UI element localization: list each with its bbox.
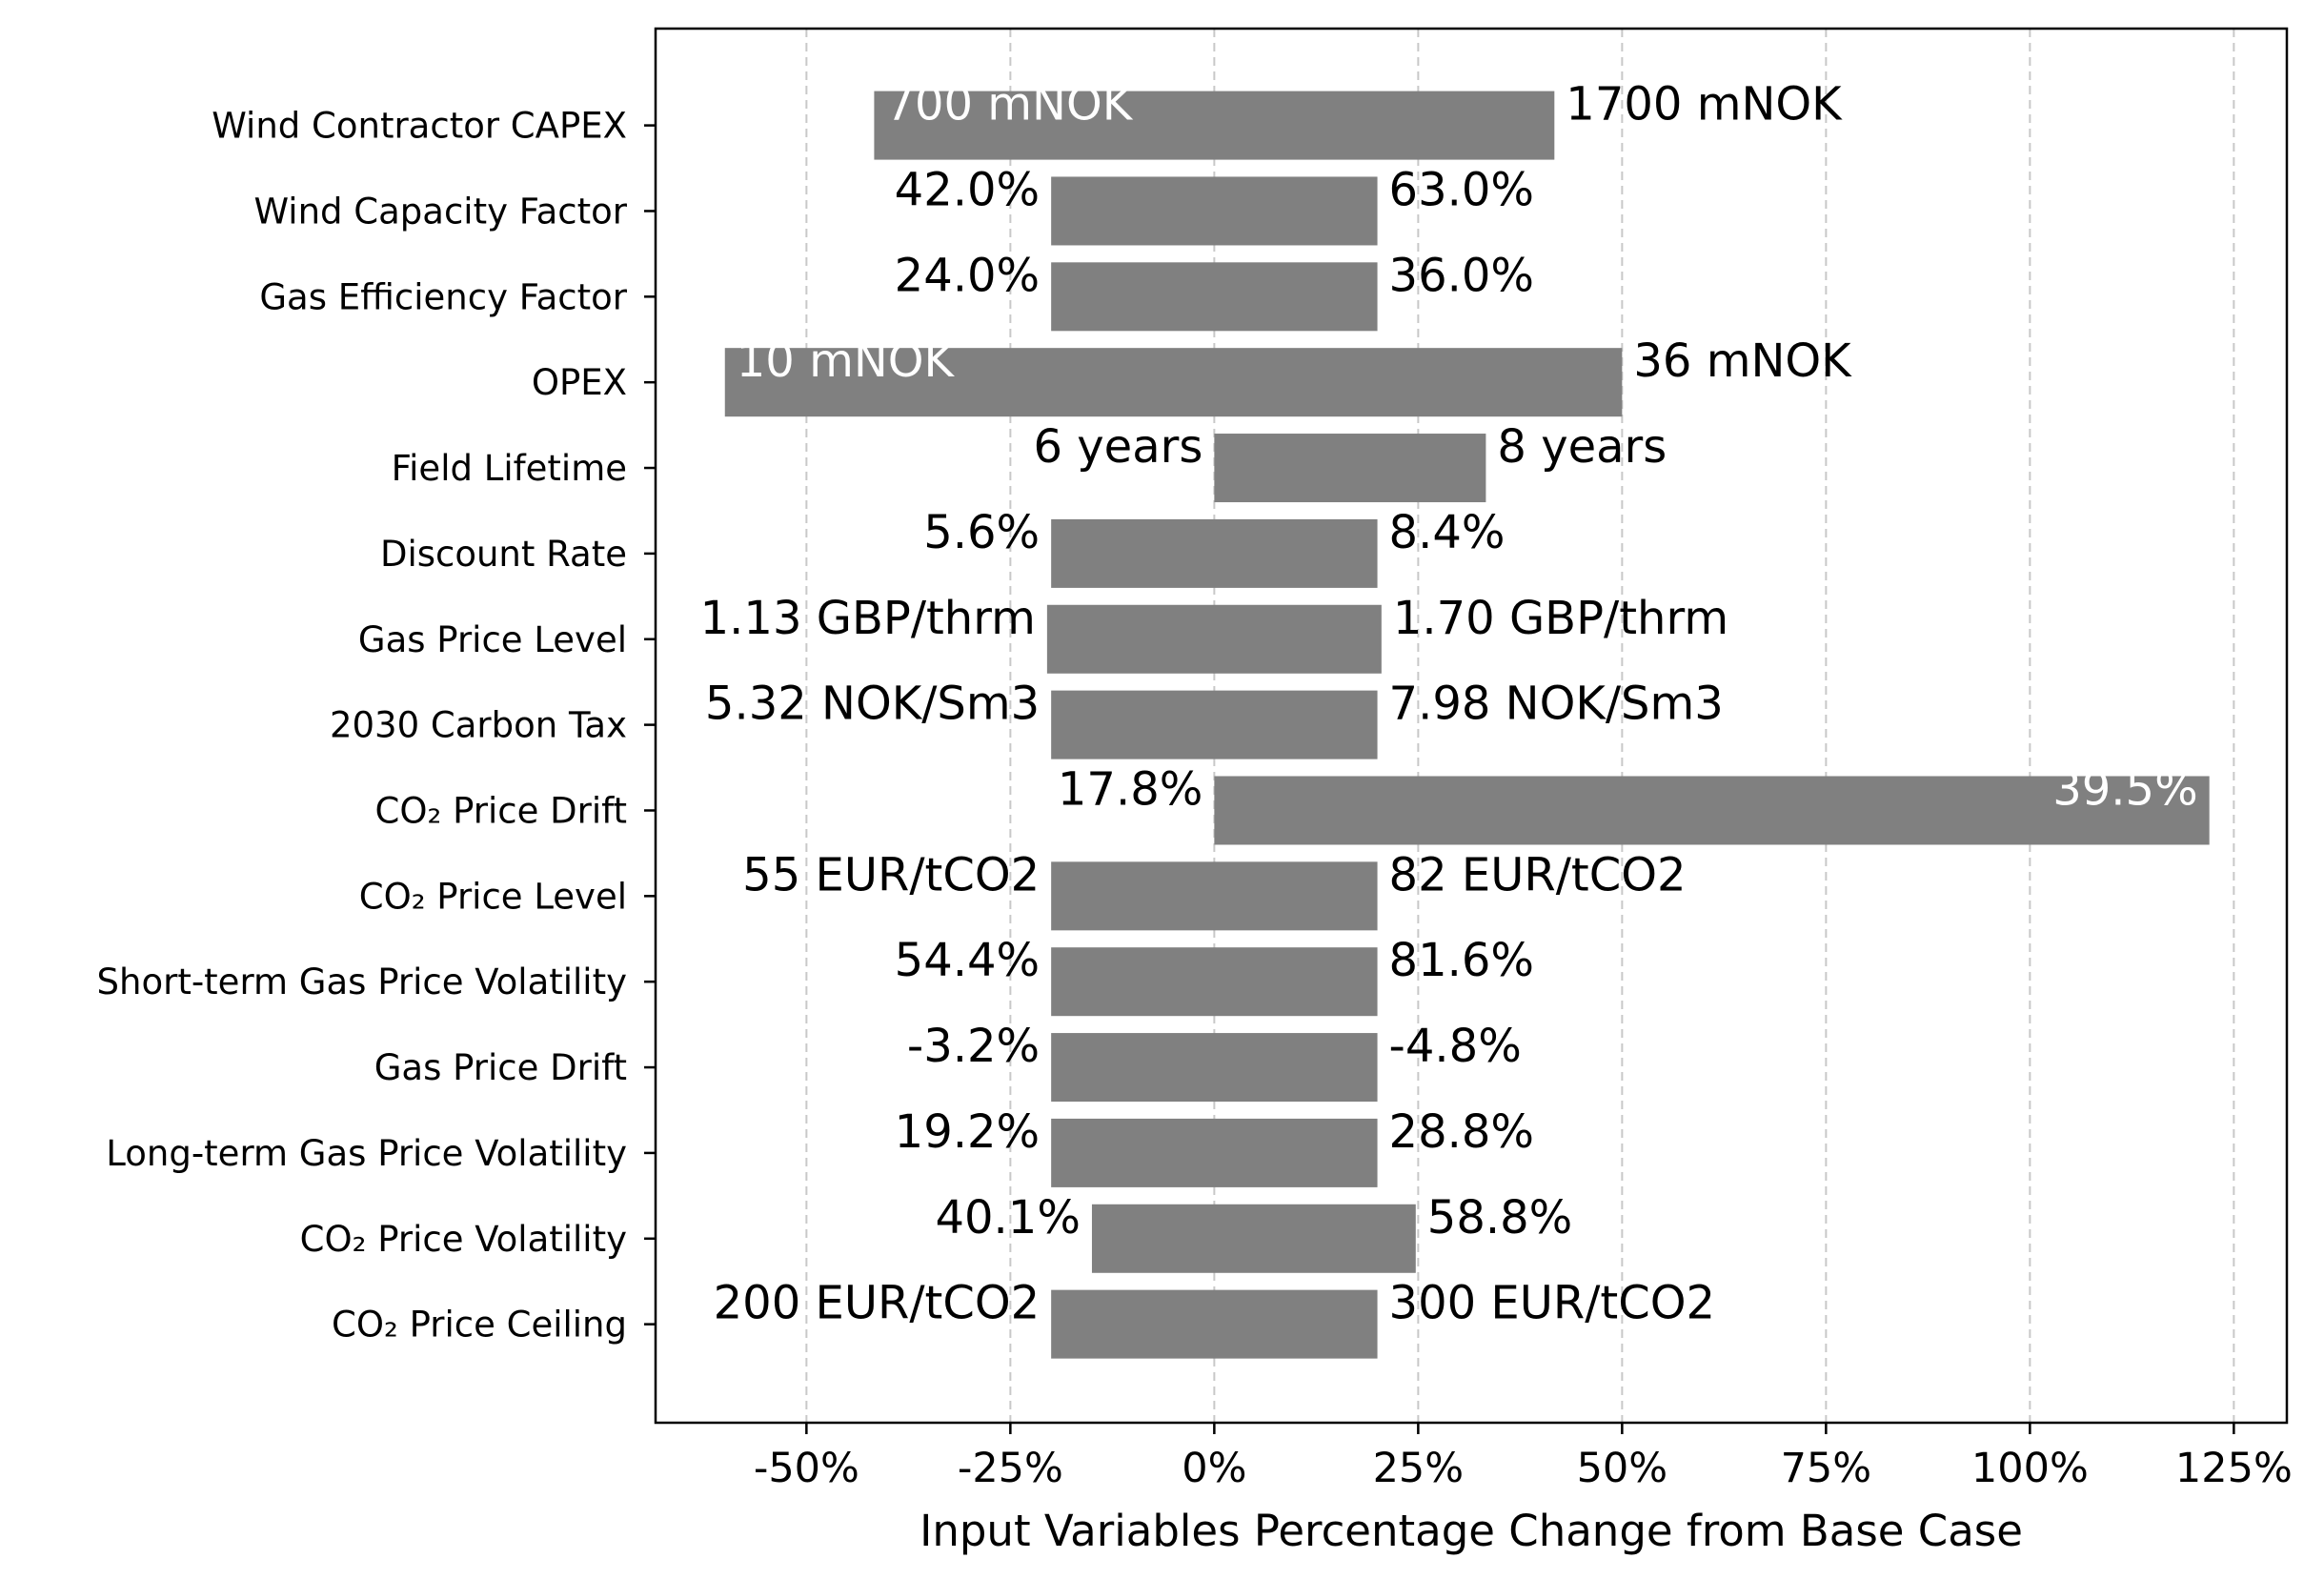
bar-high-label: 28.8% [1389, 1105, 1534, 1159]
bar-low-label: 6 years [1033, 420, 1202, 474]
y-tick-label: 2030 Carbon Tax [330, 705, 627, 746]
bar-high-label: 8.4% [1389, 506, 1506, 559]
y-tick-label: Short-term Gas Price Volatility [97, 962, 627, 1002]
x-tick-label: 0% [1182, 1445, 1246, 1492]
x-tick-label: 100% [1971, 1445, 2089, 1492]
y-tick-label: OPEX [532, 362, 627, 403]
bar-low-label: 5.32 NOK/Sm3 [705, 678, 1040, 731]
bar-low-label: 5.6% [923, 506, 1040, 559]
x-axis-label: Input Variables Percentage Change from B… [919, 1506, 2023, 1556]
bar [1051, 1033, 1378, 1103]
y-tick-label: CO₂ Price Volatility [300, 1219, 627, 1260]
bar-low-label: -3.2% [907, 1020, 1040, 1073]
y-tick-label: Gas Price Drift [374, 1047, 627, 1088]
x-axis: -50% -25% 0% 25% 50% 75% 100% 125% [754, 1423, 2293, 1492]
bar-high-label: 81.6% [1389, 934, 1534, 987]
bar-low-label: 700 mNOK [885, 78, 1133, 132]
bar-low-label: 24.0% [895, 249, 1040, 302]
y-tick-label: Field Lifetime [392, 448, 627, 489]
x-gridlines [805, 29, 2235, 1423]
bars [724, 91, 2210, 1359]
bar [1051, 176, 1378, 246]
x-tick-label: -50% [754, 1445, 859, 1492]
bar-low-label: 54.4% [895, 934, 1040, 987]
bar-low-label: 1.13 GBP/thrm [700, 592, 1036, 645]
bar [1051, 1118, 1378, 1187]
bar-high-label: 7.98 NOK/Sm3 [1389, 678, 1724, 731]
y-tick-label: Long-term Gas Price Volatility [106, 1133, 627, 1174]
bar-low-label: 10 mNOK [737, 334, 956, 388]
bar [1051, 262, 1378, 332]
x-tick-label: 75% [1781, 1445, 1872, 1492]
bar [724, 348, 1623, 417]
bar-high-label: 8 years [1497, 420, 1667, 474]
bar-low-label: 19.2% [895, 1105, 1040, 1159]
bar [1046, 604, 1382, 674]
bar-high-label: 63.0% [1389, 163, 1534, 216]
y-axis: Wind Contractor CAPEX Wind Capacity Facto… [97, 106, 656, 1346]
bar-high-label: 58.8% [1427, 1191, 1572, 1245]
bar-low-label: 55 EUR/tCO2 [742, 848, 1040, 901]
bar [1051, 690, 1378, 759]
bar-high-label: 36.0% [1389, 249, 1534, 302]
bar [1051, 518, 1378, 588]
bar [1051, 947, 1378, 1017]
bar [1214, 434, 1486, 503]
x-tick-label: -25% [958, 1445, 1063, 1492]
bar [1091, 1204, 1416, 1273]
bar-high-label: 36 mNOK [1633, 334, 1852, 388]
y-tick-label: Gas Efficiency Factor [259, 276, 627, 317]
bar-low-label: 42.0% [895, 163, 1040, 216]
bar-high-label: 1700 mNOK [1566, 78, 1843, 132]
y-tick-label: CO₂ Price Level [359, 876, 627, 917]
y-tick-label: Gas Price Level [358, 619, 627, 660]
y-tick-label: Discount Rate [380, 534, 627, 575]
bar-high-label: 39.5% [2052, 762, 2197, 816]
x-tick-label: 125% [2175, 1445, 2293, 1492]
y-tick-label: Wind Capacity Factor [254, 191, 628, 232]
x-tick-label: 25% [1373, 1445, 1465, 1492]
bar-high-label: -4.8% [1389, 1020, 1522, 1073]
bar-low-label: 200 EUR/tCO2 [714, 1277, 1041, 1330]
bar [874, 91, 1555, 160]
y-tick-label: CO₂ Price Ceiling [332, 1305, 627, 1346]
bar [1051, 1289, 1378, 1359]
bar-high-label: 300 EUR/tCO2 [1389, 1277, 1716, 1330]
x-tick-label: 50% [1577, 1445, 1668, 1492]
y-tick-label: Wind Contractor CAPEX [212, 106, 627, 147]
bar [1214, 776, 2210, 845]
bar-low-label: 17.8% [1058, 762, 1202, 816]
bar-low-label: 40.1% [935, 1191, 1080, 1245]
bar-high-label: 1.70 GBP/thrm [1393, 592, 1728, 645]
bar-high-label: 82 EUR/tCO2 [1389, 848, 1687, 901]
bar-labels: 700 mNOK 1700 mNOK 42.0% 63.0% 24.0% 36.0% 10 … [700, 78, 2198, 1330]
bar [1051, 861, 1378, 931]
y-tick-label: CO₂ Price Drift [375, 790, 627, 831]
